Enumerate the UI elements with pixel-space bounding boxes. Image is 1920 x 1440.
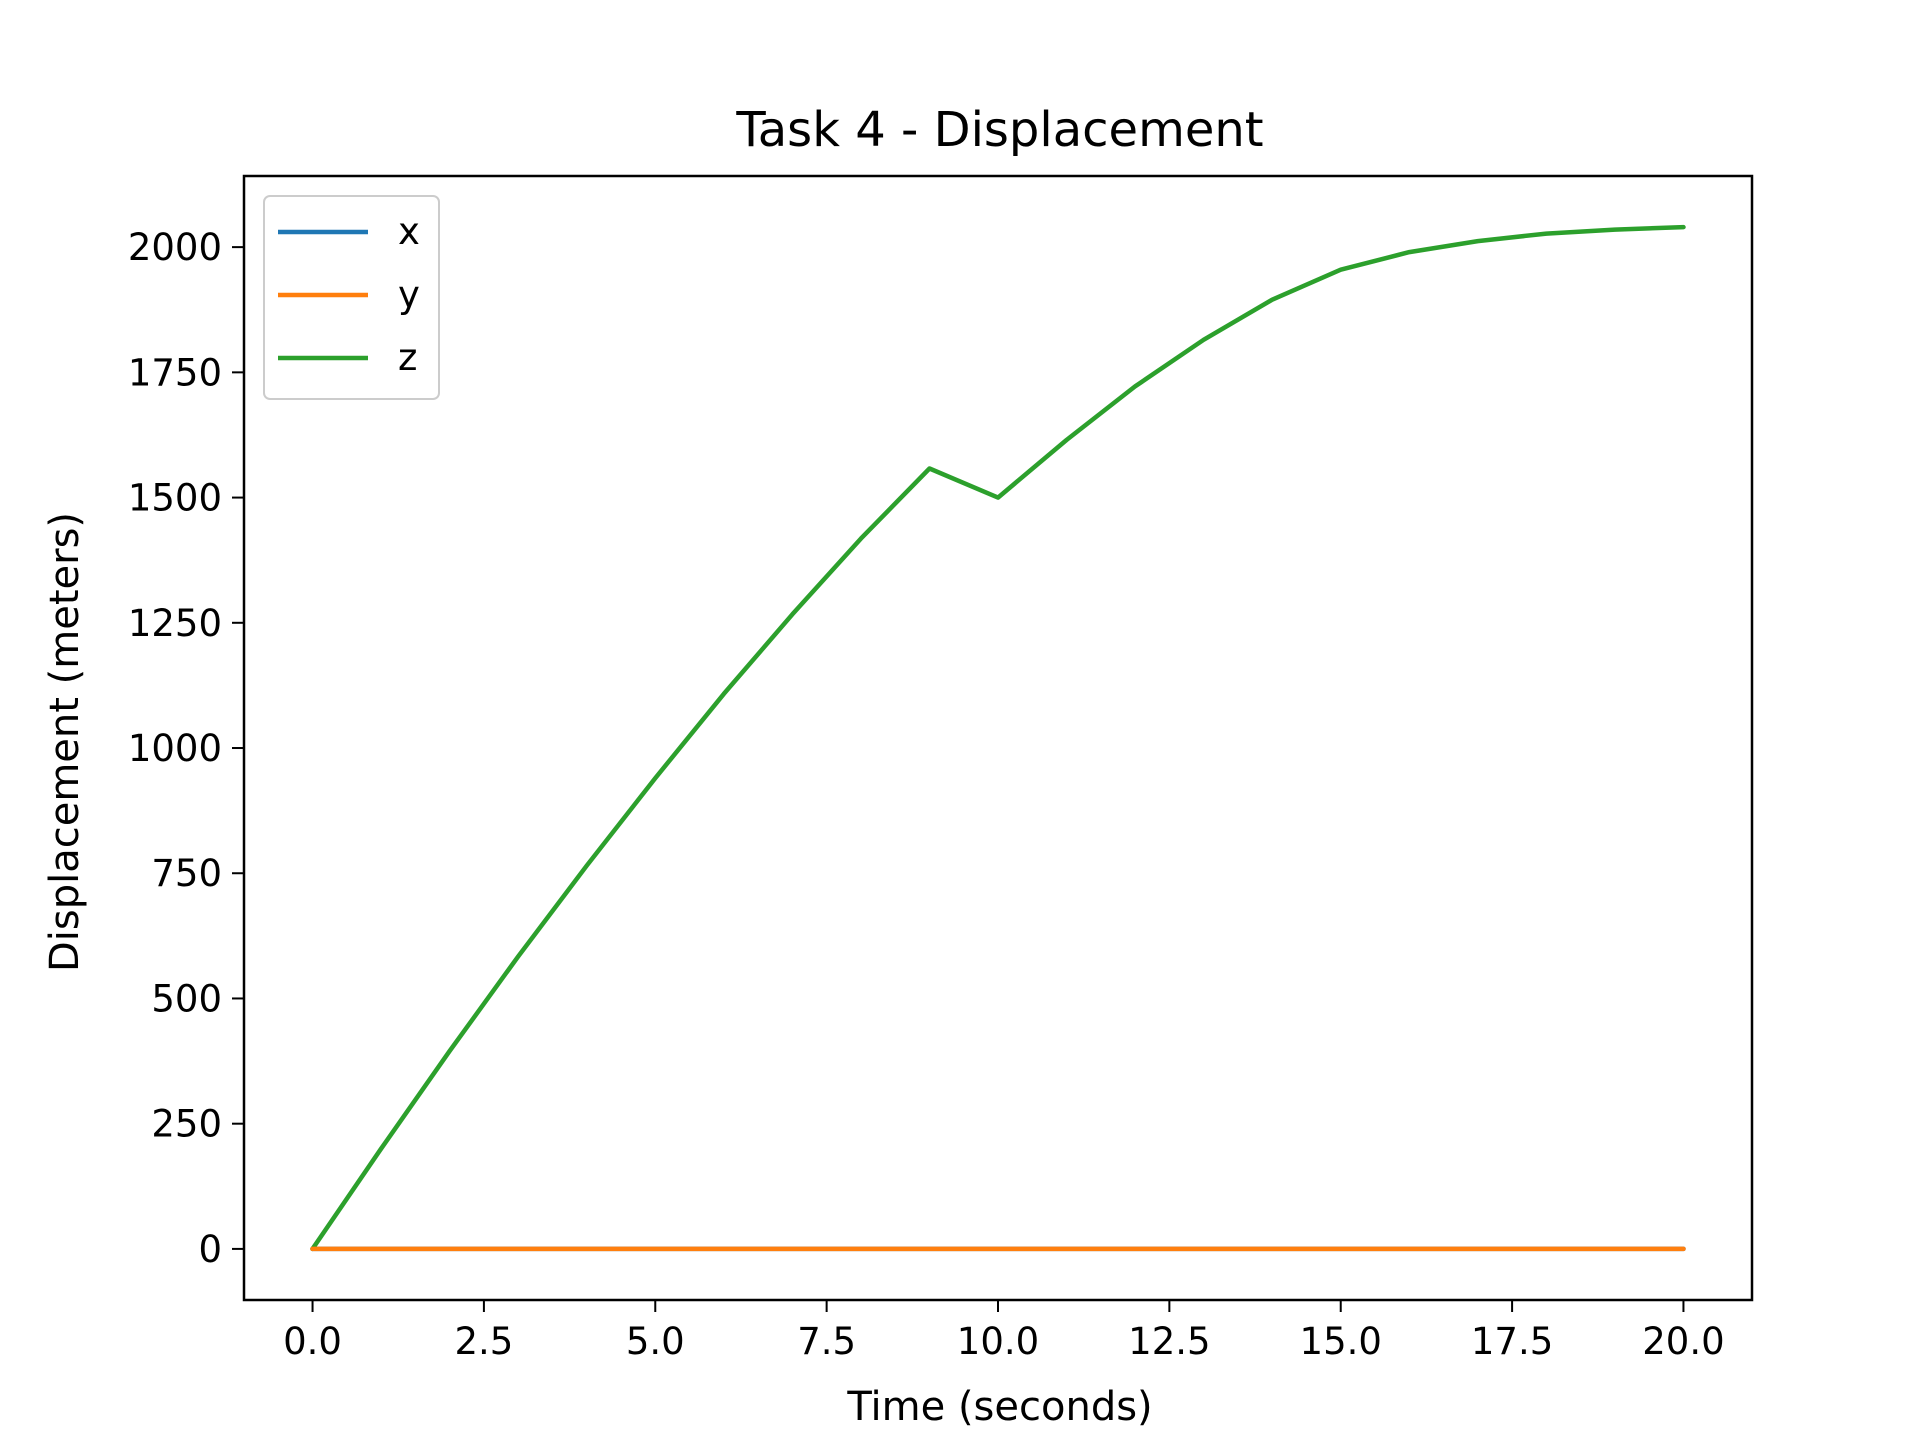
x-tick-label: 17.5 — [1471, 1320, 1553, 1363]
y-tick-label: 750 — [151, 852, 222, 895]
x-tick-label: 5.0 — [626, 1320, 685, 1363]
x-tick-label: 0.0 — [283, 1320, 342, 1363]
x-axis-label: Time (seconds) — [846, 1384, 1152, 1430]
x-tick-label: 7.5 — [797, 1320, 856, 1363]
y-tick-label: 1000 — [128, 727, 222, 770]
x-tick-label: 10.0 — [957, 1320, 1039, 1363]
legend-box — [263, 195, 440, 400]
y-tick-label: 250 — [151, 1103, 222, 1146]
y-axis: 0 250 500 750 1000 1250 1500 1750 2000 — [128, 226, 244, 1271]
y-tick-label: 500 — [151, 977, 222, 1020]
x-tick-label: 20.0 — [1642, 1320, 1724, 1363]
series-line-z — [310, 224, 1686, 1252]
legend-label-y: y — [398, 273, 420, 316]
x-tick-label: 2.5 — [454, 1320, 513, 1363]
legend-label-x: x — [398, 210, 420, 253]
x-tick-label: 12.5 — [1128, 1320, 1210, 1363]
y-tick-label: 2000 — [128, 226, 222, 269]
y-tick-label: 1750 — [128, 351, 222, 394]
x-axis: 0.0 2.5 5.0 7.5 10.0 12.5 15.0 17.5 20.0 — [283, 1300, 1725, 1363]
chart-title: Task 4 - Displacement — [735, 102, 1263, 158]
y-tick-label: 0 — [198, 1228, 222, 1271]
y-axis-label: Displacement (meters) — [42, 512, 88, 972]
legend: xyz — [263, 195, 440, 400]
x-tick-label: 15.0 — [1300, 1320, 1382, 1363]
y-tick-label: 1500 — [128, 477, 222, 520]
legend-label-z: z — [398, 336, 417, 379]
y-tick-label: 1250 — [128, 602, 222, 645]
